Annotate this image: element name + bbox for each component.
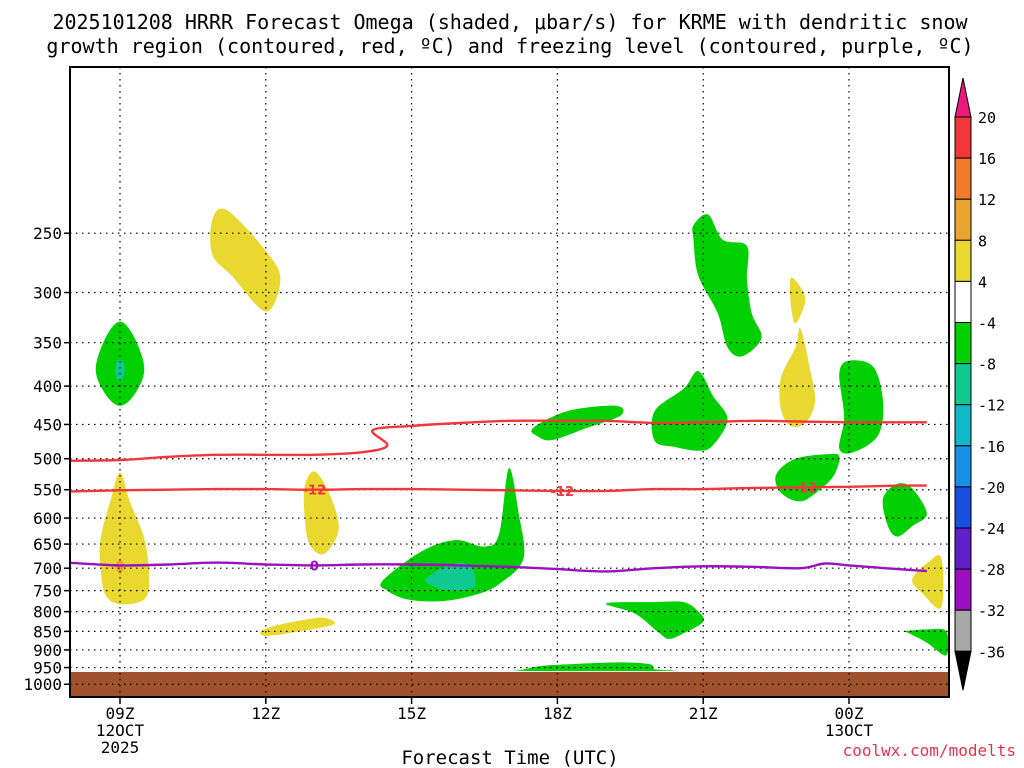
omega-region-12 [651, 371, 728, 451]
omega-region-14 [789, 277, 806, 324]
colorbar-bottom-arrow [954, 650, 972, 691]
y-tick-label-800: 800 [33, 603, 62, 622]
contour-line-2 [70, 561, 927, 573]
y-tick-label-400: 400 [33, 377, 62, 396]
contour-line-1 [70, 419, 927, 462]
colorbar-segment-1 [954, 157, 972, 200]
x-tick-label-15-0: 15Z [397, 704, 426, 723]
x-tick-label-9-2: 2025 [101, 738, 140, 757]
x-tick-label-9-1: 12OCT [96, 721, 145, 740]
colorbar-label-8: -16 [978, 438, 1005, 456]
omega-shading-layer [95, 208, 949, 672]
y-tick-label-600: 600 [33, 509, 62, 528]
colorbar-label-7: -12 [978, 397, 1005, 415]
y-tick-label-450: 450 [33, 415, 62, 434]
omega-region-8 [424, 563, 476, 591]
omega-region-5 [303, 471, 339, 555]
colorbar-label-6: -8 [978, 356, 996, 374]
omega-region-18 [882, 483, 927, 537]
omega-region-17 [839, 360, 884, 454]
x-tick-label-12-0: 12Z [251, 704, 280, 723]
surface-band [70, 672, 949, 697]
x-tick-label-24-1: 13OCT [825, 721, 874, 740]
omega-region-6 [260, 617, 336, 636]
colorbar-label-3: 8 [978, 232, 987, 250]
contour-label-0-1: -12 [551, 485, 575, 500]
y-axis: 2503003504004505005506006507007508008509… [23, 224, 70, 694]
plot-frame [69, 66, 950, 698]
omega-region-7 [380, 468, 525, 602]
colorbar-label-12: -32 [978, 602, 1005, 620]
omega-region-3 [99, 472, 150, 605]
y-tick-label-500: 500 [33, 450, 62, 469]
omega-region-10 [511, 662, 677, 672]
omega-region-13 [692, 214, 762, 357]
contour-layer: -12 -12 -12 0 [70, 419, 927, 574]
colorbar-segment-3 [954, 239, 972, 282]
y-tick-label-700: 700 [33, 559, 62, 578]
colorbar-label-11: -28 [978, 561, 1005, 579]
colorbar-label-13: -36 [978, 643, 1005, 661]
colorbar-label-10: -24 [978, 520, 1005, 538]
x-axis-title: Forecast Time (UTC) [401, 747, 618, 768]
colorbar-label-5: -4 [978, 315, 996, 333]
omega-region-19 [912, 555, 944, 609]
omega-region-1 [115, 359, 125, 382]
x-tick-label-21-0: 21Z [689, 704, 718, 723]
grid-layer [70, 67, 949, 697]
colorbar: 20 16 12 8 4 -4 -8 -12 -16 -20 -24 -28 -32 -36 [954, 77, 1005, 691]
x-tick-label-9-0: 09Z [106, 704, 135, 723]
colorbar-segment-7 [954, 404, 972, 447]
colorbar-segment-11 [954, 568, 972, 611]
colorbar-segment-4 [954, 280, 972, 323]
plot-area: -12 -12 -12 0 [69, 66, 950, 698]
x-tick-label-24-0: 00Z [835, 704, 864, 723]
omega-region-9 [531, 405, 624, 441]
colorbar-label-2: 12 [978, 191, 996, 209]
y-tick-label-350: 350 [33, 334, 62, 353]
colorbar-segment-8 [954, 445, 972, 488]
omega-region-11 [605, 601, 704, 639]
colorbar-label-1: 16 [978, 150, 996, 168]
omega-region-2 [210, 208, 281, 312]
y-tick-label-900: 900 [33, 641, 62, 660]
colorbar-top-arrow [954, 77, 972, 118]
colorbar-segment-0 [954, 116, 972, 159]
y-tick-label-650: 650 [33, 535, 62, 554]
chart-title-line-2: growth region (contoured, red, ºC) and f… [46, 34, 973, 58]
contour-label-0-0: -12 [303, 484, 327, 499]
omega-region-15 [779, 327, 816, 428]
contour-label-0-2: -12 [794, 481, 818, 496]
y-tick-label-950: 950 [33, 659, 62, 678]
y-tick-label-300: 300 [33, 284, 62, 303]
y-tick-label-250: 250 [33, 224, 62, 243]
y-tick-label-550: 550 [33, 481, 62, 500]
omega-region-20 [901, 628, 949, 656]
contour-line-0 [70, 484, 927, 493]
chart-title-line-1: 2025101208 HRRR Forecast Omega (shaded, … [52, 10, 968, 34]
y-tick-label-850: 850 [33, 622, 62, 641]
colorbar-label-9: -20 [978, 479, 1005, 497]
credit-link[interactable]: coolwx.com/modelts [843, 741, 1016, 760]
colorbar-segment-9 [954, 486, 972, 529]
colorbar-segment-12 [954, 609, 972, 652]
x-tick-label-18-0: 18Z [543, 704, 572, 723]
colorbar-segment-10 [954, 527, 972, 570]
colorbar-segment-5 [954, 322, 972, 365]
y-tick-label-750: 750 [33, 582, 62, 601]
colorbar-label-4: 4 [978, 273, 987, 291]
colorbar-segment-6 [954, 363, 972, 406]
contour-label-2-0: 0 [310, 559, 319, 574]
colorbar-label-0: 20 [978, 109, 996, 127]
omega-region-4 [115, 560, 125, 574]
colorbar-segment-2 [954, 198, 972, 241]
y-tick-label-1000: 1000 [23, 675, 62, 694]
